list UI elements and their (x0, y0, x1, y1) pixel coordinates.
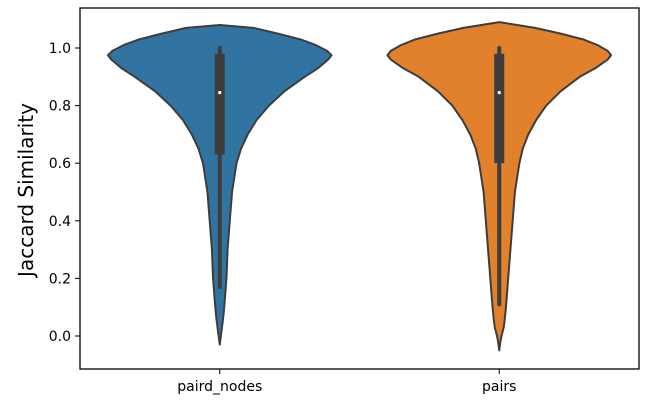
x-tick-label: paird_nodes (177, 379, 262, 395)
y-tick-label: 0.6 (49, 156, 71, 172)
plot-frame (79, 7, 640, 370)
violin-iqr-box (214, 53, 225, 155)
y-tick-label: 0.4 (49, 214, 71, 230)
y-tick-label: 0.2 (49, 271, 71, 287)
x-tick-label: pairs (482, 379, 516, 395)
violin-median (497, 91, 501, 95)
y-axis: 0.0 0.2 0.4 0.6 0.8 1.0 (49, 41, 80, 345)
x-axis: paird_nodes pairs (177, 369, 516, 395)
violin-paird_nodes (106, 23, 333, 346)
y-axis-label: Jaccard Similarity (14, 103, 38, 279)
y-tick-label: 0.0 (49, 329, 71, 345)
violin-median (218, 91, 222, 95)
violin-iqr-box (494, 53, 505, 164)
violin-layer (106, 21, 613, 352)
y-tick-label: 1.0 (49, 41, 71, 57)
violin-pairs (386, 21, 613, 352)
y-tick-label: 0.8 (49, 99, 71, 115)
